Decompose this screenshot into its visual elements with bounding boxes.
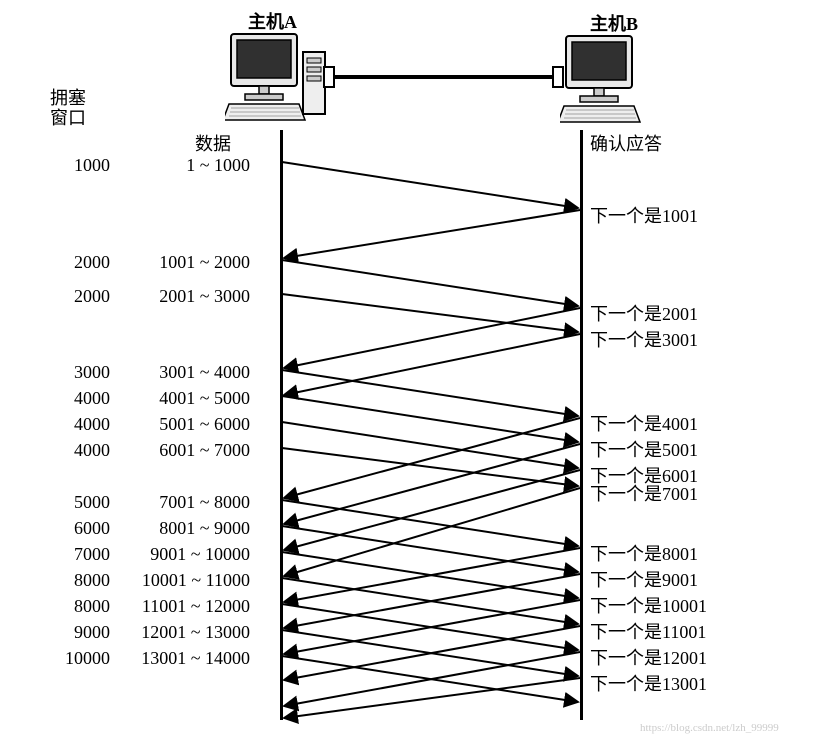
- data-arrow: [282, 422, 578, 468]
- diagram-root: 主机A主机B拥塞窗口数据确认应答100020002000300040004000…: [0, 0, 828, 737]
- ack-arrow: [284, 334, 580, 395]
- data-arrow: [282, 370, 578, 416]
- ack-arrow: [284, 210, 580, 258]
- arrows-layer: [0, 0, 828, 737]
- ack-arrow: [284, 600, 580, 654]
- watermark: https://blog.csdn.net/lzh_99999: [640, 722, 779, 734]
- ack-arrow: [284, 626, 580, 680]
- data-arrow: [282, 448, 578, 486]
- ack-arrow: [284, 574, 580, 628]
- ack-arrow: [284, 488, 580, 576]
- data-arrow: [282, 162, 578, 208]
- ack-arrow: [284, 444, 580, 524]
- ack-arrow: [284, 470, 580, 550]
- ack-arrow: [284, 548, 580, 602]
- ack-arrow: [284, 308, 580, 368]
- data-arrow: [282, 396, 578, 442]
